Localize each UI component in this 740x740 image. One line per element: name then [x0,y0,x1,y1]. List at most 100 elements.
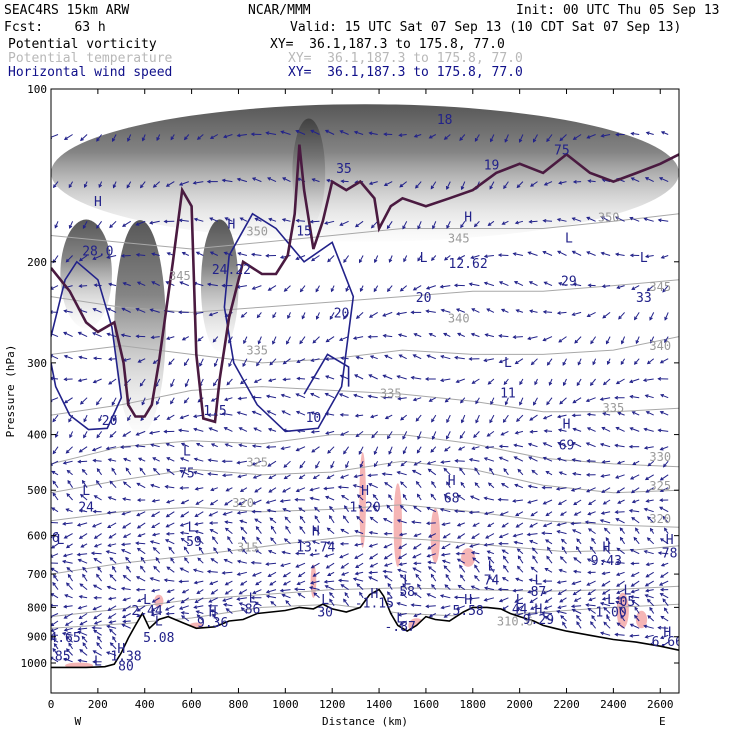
wind-arrowhead [386,591,391,596]
wind-arrowhead [397,612,402,617]
wind-arrowhead [221,571,226,575]
wind-vector [615,253,625,256]
pv-negative-region [461,548,476,567]
wind-arrowhead [542,523,547,528]
wind-arrowhead [532,555,536,560]
wind-arrowhead [367,473,372,478]
wind-vector [488,565,495,573]
wind-vector [266,395,277,399]
wind-arrowhead [600,133,605,138]
wind-vector [327,474,335,479]
wind-vector [590,336,597,344]
wind-vector [513,533,524,537]
wind-arrowhead [517,468,522,473]
wind-vector [257,312,262,318]
wind-arrowhead [503,381,508,386]
wind-arrowhead [340,179,345,184]
wind-vector [125,557,132,564]
wind-vector [400,481,408,489]
wind-vector [398,613,407,616]
wind-arrowhead [63,535,68,539]
wind-vector [644,428,654,432]
wind-arrowhead [616,285,621,289]
wind-arrowhead [95,479,100,484]
wind-arrowhead [556,580,561,585]
wind-vector [109,629,117,636]
extremum-value: 24 [78,501,94,516]
wind-arrowhead [122,574,127,579]
wind-arrowhead [633,536,638,541]
wind-vector [268,487,277,493]
wind-arrowhead [181,251,186,256]
wind-vector [645,634,654,638]
plot-frame [50,88,680,694]
wind-arrowhead [153,565,158,570]
wind-arrowhead [63,604,68,609]
wind-vector [397,569,407,573]
wind-arrowhead [443,256,448,261]
wind-arrowhead [572,472,577,476]
wind-arrowhead [600,631,605,636]
wind-arrowhead [485,535,489,539]
wind-vector [661,131,669,135]
wind-vector [166,522,175,528]
wind-arrowhead [574,339,579,344]
wind-arrowhead [77,605,82,610]
wind-arrowhead [614,443,619,448]
wind-arrowhead [64,622,69,626]
wind-arrowhead [323,579,328,584]
wind-vector [429,397,437,402]
wind-vector [284,285,291,292]
wind-vector [576,621,582,629]
wind-vector [474,575,480,582]
wind-vector [210,529,219,535]
theta-contour [51,585,679,618]
wind-vector [630,395,640,399]
wind-arrowhead [328,515,333,519]
wind-arrowhead [402,435,406,440]
wind-arrowhead [222,598,227,602]
wind-vector [110,642,117,650]
wind-vector [644,508,654,513]
wind-arrowhead [497,497,502,502]
wind-arrowhead [177,428,182,433]
wind-arrowhead [529,309,534,314]
wind-arrowhead [93,621,98,625]
wind-arrowhead [615,596,620,600]
wind-vector [209,511,219,517]
wind-vector [430,574,437,582]
wind-arrowhead [77,658,82,663]
wind-arrowhead [514,360,519,365]
wind-vector [574,597,582,602]
wind-arrowhead [179,567,184,571]
wind-vector [400,574,408,582]
wind-arrowhead [270,537,274,542]
wind-arrowhead [183,136,188,141]
wind-vector [79,255,88,262]
wind-vector [529,579,538,582]
wind-vector [139,467,146,476]
wind-arrowhead [543,281,548,285]
wind-vector [572,580,582,585]
wind-arrowhead [179,415,184,420]
field-name-theta: Potential temperature [8,51,173,66]
wind-arrowhead [382,313,387,317]
wind-arrowhead [170,400,174,405]
wind-vector [545,568,553,573]
wind-vector [660,571,669,578]
wind-vector [370,562,378,568]
wind-vector [111,468,117,476]
wind-vector [513,336,523,338]
wind-arrowhead [123,457,127,462]
wind-arrowhead [92,458,97,463]
wind-arrowhead [309,552,314,557]
wind-arrowhead [65,636,70,640]
wind-vector [238,397,247,400]
wind-vector [237,134,247,137]
wind-arrowhead [106,255,111,259]
wind-arrowhead [488,576,492,580]
wind-vector [241,312,248,318]
wind-arrowhead [572,179,577,184]
wind-vector [298,571,306,578]
wind-vector [339,553,349,559]
